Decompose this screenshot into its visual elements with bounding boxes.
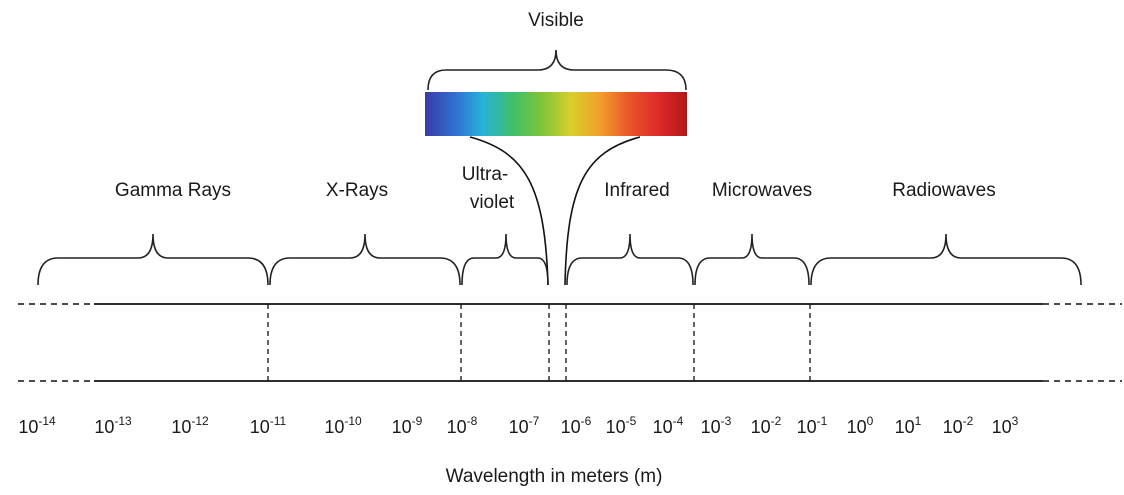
tick-exponent: -4 [673, 414, 684, 428]
tick-label: 10-2 [943, 414, 974, 437]
tick-base: 10 [847, 417, 867, 437]
tick-base: 10 [447, 417, 467, 437]
tick-base: 10 [751, 417, 771, 437]
tick-base: 10 [392, 417, 412, 437]
tick-exponent: 3 [1012, 414, 1019, 428]
xray-brace [270, 234, 460, 285]
band-label-xray: X-Rays [326, 180, 388, 201]
tick-base: 10 [701, 417, 721, 437]
infrared-brace [567, 234, 693, 285]
visible-title: Visible [528, 10, 584, 31]
tick-base: 10 [653, 417, 673, 437]
tick-label: 10-11 [250, 414, 287, 437]
tick-label: 10-7 [509, 414, 540, 437]
uv-brace [462, 234, 548, 285]
band-label-gamma: Gamma Rays [115, 180, 231, 201]
funnel-right-curve [565, 137, 640, 285]
tick-exponent: 0 [867, 414, 874, 428]
tick-base: 10 [324, 417, 344, 437]
tick-exponent: -3 [721, 414, 732, 428]
tick-label: 10-6 [561, 414, 592, 437]
microwaves-brace [695, 234, 809, 285]
band-label-radiowaves: Radiowaves [892, 180, 996, 201]
tick-label: 10-8 [447, 414, 478, 437]
tick-label: 10-5 [606, 414, 637, 437]
axis-caption: Wavelength in meters (m) [446, 466, 663, 487]
gamma-brace [38, 234, 268, 285]
tick-base: 10 [561, 417, 581, 437]
tick-exponent: -6 [581, 414, 592, 428]
tick-label: 10-13 [94, 414, 132, 437]
tick-base: 10 [943, 417, 963, 437]
visible-brace [428, 50, 686, 90]
tick-base: 10 [992, 417, 1012, 437]
tick-exponent: -10 [344, 414, 362, 428]
visible-spectrum-bar [425, 92, 687, 136]
tick-label: 10-2 [751, 414, 782, 437]
tick-base: 10 [171, 417, 191, 437]
tick-base: 10 [250, 417, 270, 437]
tick-base: 10 [606, 417, 626, 437]
tick-label: 10-9 [392, 414, 423, 437]
tick-exponent: -11 [270, 414, 287, 428]
tick-exponent: -9 [412, 414, 423, 428]
tick-exponent: -1 [817, 414, 828, 428]
tick-label: 10-4 [653, 414, 684, 437]
tick-exponent: -8 [467, 414, 478, 428]
tick-exponent: 1 [915, 414, 922, 428]
tick-label: 10-1 [797, 414, 828, 437]
tick-label: 10-3 [701, 414, 732, 437]
radiowaves-brace [811, 234, 1081, 285]
tick-label: 10-12 [171, 414, 209, 437]
tick-base: 10 [797, 417, 817, 437]
tick-label: 10-14 [18, 414, 56, 437]
band-label-uv-line1: Ultra- [462, 164, 508, 185]
tick-base: 10 [18, 417, 38, 437]
tick-label: 100 [847, 414, 874, 437]
tick-exponent: -7 [529, 414, 540, 428]
tick-label: 101 [895, 414, 922, 437]
tick-label: 103 [992, 414, 1019, 437]
tick-base: 10 [94, 417, 114, 437]
band-label-microwaves: Microwaves [712, 180, 812, 201]
tick-exponent: -13 [114, 414, 132, 428]
tick-base: 10 [895, 417, 915, 437]
tick-exponent: -2 [963, 414, 974, 428]
band-label-infrared: Infrared [604, 180, 669, 201]
tick-base: 10 [509, 417, 529, 437]
tick-exponent: -12 [191, 414, 209, 428]
tick-exponent: -14 [38, 414, 56, 428]
tick-exponent: -2 [771, 414, 782, 428]
tick-exponent: -5 [626, 414, 637, 428]
band-label-uv-line2: violet [470, 192, 515, 213]
tick-labels: 10-14 10-13 10-12 10-11 10-10 10-9 10-8 10-7 10-… [18, 414, 1018, 437]
tick-label: 10-10 [324, 414, 362, 437]
